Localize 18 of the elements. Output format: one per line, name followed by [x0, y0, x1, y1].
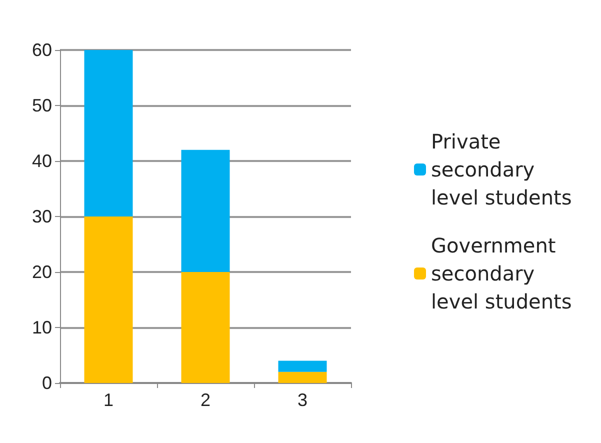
- y-tick-label: 20: [32, 262, 52, 282]
- bar: [181, 272, 230, 383]
- y-tick-label: 10: [32, 318, 52, 338]
- bar: [278, 360, 327, 372]
- y-tick-label: 60: [32, 40, 52, 60]
- bar: [84, 50, 133, 216]
- bar: [84, 216, 133, 383]
- bar: [278, 372, 327, 383]
- legend-label: Private secondary level students: [431, 130, 572, 210]
- y-tick-label: 50: [32, 96, 52, 116]
- x-tick-label: 1: [103, 390, 114, 410]
- x-tick-label: 2: [200, 390, 211, 410]
- legend-label: Government secondary level students: [431, 234, 572, 314]
- y-tick-label: 0: [42, 373, 52, 393]
- bar: [181, 150, 230, 272]
- y-tick-label: 30: [32, 206, 52, 226]
- x-tick-label: 3: [297, 390, 308, 410]
- y-tick-label: 40: [32, 151, 52, 171]
